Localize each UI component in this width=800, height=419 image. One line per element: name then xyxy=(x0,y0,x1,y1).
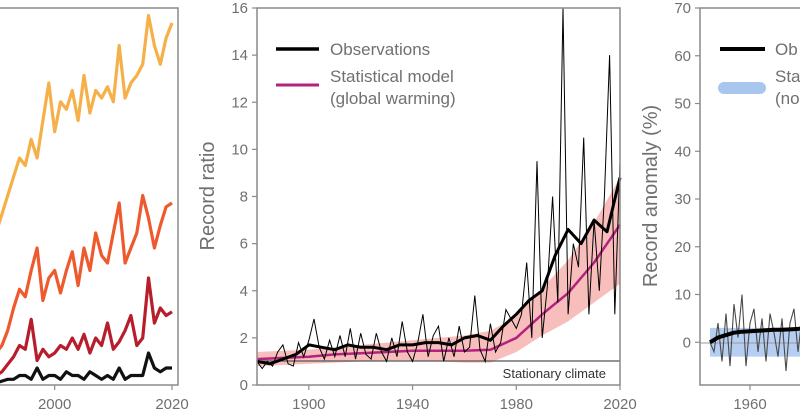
middle-ytick-label: 4 xyxy=(240,283,248,300)
right-xtick-label: 1960 xyxy=(733,396,766,413)
middle-ytick-label: 14 xyxy=(231,47,248,64)
middle-ytick-label: 2 xyxy=(240,330,248,347)
right-ytick-label: 0 xyxy=(683,334,691,351)
legend-label-observations: Observations xyxy=(330,40,430,59)
legend-label-ob: Ob xyxy=(775,40,798,59)
model-uncertainty-band xyxy=(257,177,620,367)
middle-xtick-label: 1940 xyxy=(396,396,429,413)
observations-annual-line xyxy=(256,7,621,370)
right-ytick-label: 20 xyxy=(674,239,691,256)
right-ytick-label: 10 xyxy=(674,287,691,304)
middle-ylabel: Record ratio xyxy=(197,142,219,251)
middle-ytick-label: 8 xyxy=(240,189,248,206)
right-legend: Ob Sta (no xyxy=(718,40,800,108)
right-ytick-label: 40 xyxy=(674,143,691,160)
left-panel-frame xyxy=(0,7,179,386)
right-annual-line xyxy=(709,294,800,371)
left-series-red-line xyxy=(0,276,173,375)
legend-model-line1: Statistical model xyxy=(330,67,454,86)
right-ytick-label: 60 xyxy=(674,48,691,65)
middle-ytick-label: 0 xyxy=(240,377,248,394)
middle-xtick-label: 1980 xyxy=(500,396,533,413)
left-series-yellow-line xyxy=(0,13,174,226)
middle-panel: 0 2 4 6 8 10 12 14 16 1900 1940 1980 2020 Record ra… xyxy=(197,0,637,413)
right-ytick-label: 70 xyxy=(674,0,691,17)
right-ylabel: Record anomaly (%) xyxy=(640,105,662,287)
legend-swatch-sta xyxy=(718,82,766,94)
middle-ytick-label: 6 xyxy=(240,236,248,253)
left-xtick-label: 2020 xyxy=(155,396,188,413)
left-panel: 2000 2020 xyxy=(0,7,189,413)
legend-label-sta: Sta xyxy=(775,67,800,86)
observations-smoothed-line xyxy=(256,177,622,366)
middle-legend: Observations Statistical model (global wa… xyxy=(276,40,456,108)
middle-xtick-label: 1900 xyxy=(292,396,325,413)
left-series-orange-line xyxy=(0,193,173,351)
legend-label-model: Statistical model (global warming) xyxy=(330,67,456,108)
right-smoothed-line xyxy=(708,326,800,345)
right-panel-frame xyxy=(699,7,800,386)
legend-model-line2: (global warming) xyxy=(330,89,456,108)
middle-ytick-label: 16 xyxy=(231,0,248,17)
model-mean-line xyxy=(256,224,622,361)
right-ytick-label: 50 xyxy=(674,96,691,113)
middle-ytick-label: 12 xyxy=(231,94,248,111)
middle-xtick-label: 2020 xyxy=(603,396,636,413)
left-xtick-label: 2000 xyxy=(38,396,71,413)
stationary-climate-annotation: Stationary climate xyxy=(503,366,606,381)
left-series-black-line xyxy=(0,351,172,384)
right-ytick-label: 30 xyxy=(674,191,691,208)
middle-ytick-label: 10 xyxy=(231,141,248,158)
legend-label-no: (no xyxy=(775,89,800,108)
